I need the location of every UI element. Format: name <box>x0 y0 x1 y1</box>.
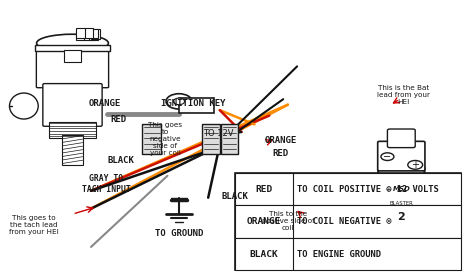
FancyBboxPatch shape <box>387 129 415 148</box>
Ellipse shape <box>9 93 38 119</box>
Bar <box>91 29 100 39</box>
Bar <box>89 29 99 39</box>
Circle shape <box>408 161 423 169</box>
Bar <box>235 173 461 205</box>
FancyBboxPatch shape <box>378 141 425 171</box>
Circle shape <box>166 94 192 109</box>
Text: This goes to
the tach lead
from your HEI: This goes to the tach lead from your HEI <box>9 215 59 235</box>
Circle shape <box>173 98 184 105</box>
Text: ORANGE: ORANGE <box>89 99 121 108</box>
Bar <box>49 122 96 138</box>
Text: TO GROUND: TO GROUND <box>155 229 203 238</box>
Text: BLACK: BLACK <box>250 249 278 258</box>
Bar <box>179 98 214 113</box>
Bar <box>36 45 109 51</box>
Text: TO ENGINE GROUND: TO ENGINE GROUND <box>297 249 381 258</box>
Text: MSD: MSD <box>392 186 410 192</box>
Circle shape <box>381 153 394 161</box>
Bar <box>84 31 93 40</box>
FancyBboxPatch shape <box>36 49 109 88</box>
Text: GRAY TO
TACH INPUT: GRAY TO TACH INPUT <box>82 174 131 194</box>
Text: RED: RED <box>111 115 127 124</box>
Text: ORANGE: ORANGE <box>247 217 281 226</box>
Bar <box>235 205 461 238</box>
Bar <box>64 50 81 62</box>
Text: TO COIL POSITIVE ⊕ 12 VOLTS: TO COIL POSITIVE ⊕ 12 VOLTS <box>297 185 439 194</box>
Text: +: + <box>411 160 419 170</box>
Bar <box>235 238 461 270</box>
FancyBboxPatch shape <box>378 166 425 232</box>
Text: BLACK: BLACK <box>221 192 248 201</box>
Bar <box>235 173 461 270</box>
Text: 2: 2 <box>397 212 405 222</box>
Text: BLASTER: BLASTER <box>390 201 413 206</box>
Bar <box>62 135 82 165</box>
Bar <box>76 31 85 40</box>
Bar <box>89 30 99 40</box>
Text: BLACK: BLACK <box>108 156 135 165</box>
FancyBboxPatch shape <box>43 84 102 126</box>
Text: IGNITION KEY: IGNITION KEY <box>161 99 225 108</box>
Bar <box>84 28 93 38</box>
Text: This is the Bat
lead from your
HEI: This is the Bat lead from your HEI <box>377 85 430 105</box>
Text: RED: RED <box>255 185 273 194</box>
Ellipse shape <box>36 34 109 52</box>
Text: This goes
to
negative
side of
your coil: This goes to negative side of your coil <box>148 122 182 156</box>
Text: TO COIL NEGATIVE ⊙: TO COIL NEGATIVE ⊙ <box>297 217 392 226</box>
Bar <box>202 124 220 154</box>
Text: This to the
postive side of
coil: This to the postive side of coil <box>262 211 314 231</box>
Text: ORANGE: ORANGE <box>265 136 297 145</box>
Bar <box>221 124 238 154</box>
Text: RED: RED <box>273 149 289 158</box>
Text: −: − <box>383 152 392 162</box>
Bar <box>142 124 162 154</box>
Text: TO 12V: TO 12V <box>203 129 234 138</box>
Bar <box>76 28 85 38</box>
